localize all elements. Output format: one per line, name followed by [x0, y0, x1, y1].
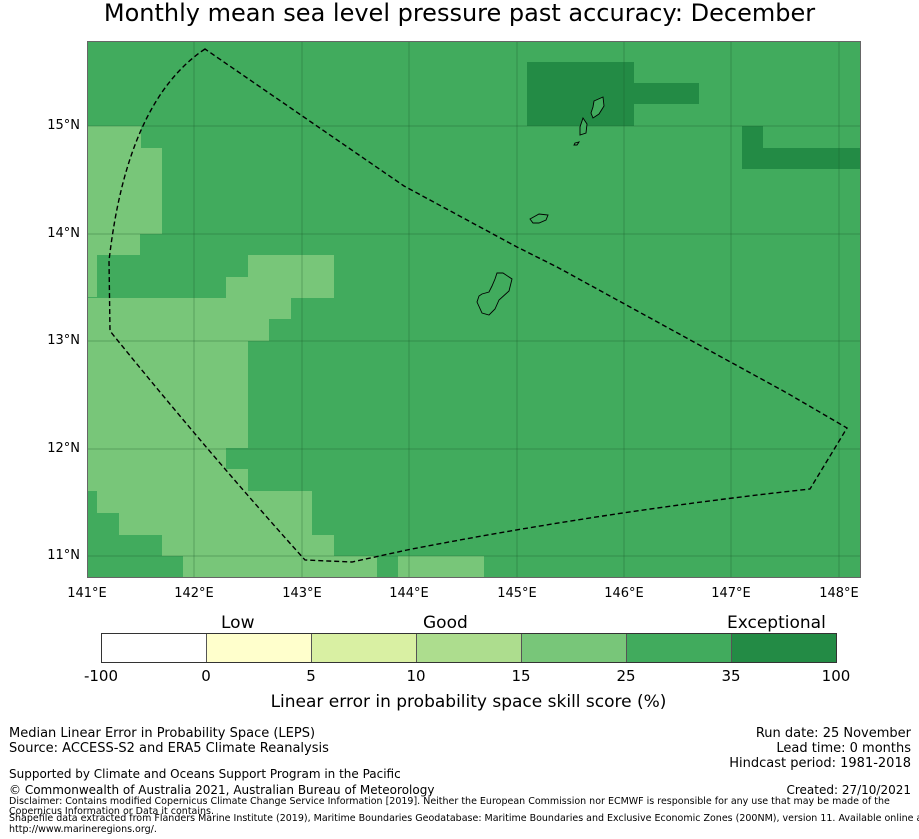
- lon-label-147: 147°E: [711, 586, 751, 601]
- lon-label-141: 141°E: [67, 586, 107, 601]
- map-frame: [87, 41, 861, 578]
- info-shapefile-1: Shapefile data extracted from Flanders M…: [9, 813, 919, 824]
- island-rota: [529, 213, 549, 224]
- skill-area-exceptional: [527, 62, 861, 169]
- info-support: Supported by Climate and Oceans Support …: [9, 767, 401, 781]
- colorbar-segment: [732, 634, 836, 662]
- colorbar-segment: [417, 634, 522, 662]
- info-shapefile-2: http://www.marineregions.org/.: [9, 824, 157, 835]
- chart-title: Monthly mean sea level pressure past acc…: [103, 0, 816, 27]
- category-exceptional: Exceptional: [727, 613, 826, 633]
- colorbar-tick: 5: [306, 667, 316, 685]
- colorbar-tick: -100: [83, 667, 119, 685]
- colorbar-segment: [522, 634, 627, 662]
- islands: [476, 96, 605, 316]
- info-method: Median Linear Error in Probability Space…: [9, 726, 316, 741]
- colorbar: [101, 633, 837, 663]
- info-hindcast: Hindcast period: 1981-2018: [729, 756, 911, 771]
- colorbar-tick: 25: [616, 667, 636, 685]
- info-disclaimer-2: Copernicus Information or Data it contai…: [9, 806, 215, 817]
- lat-label-13: 13°N: [47, 333, 80, 348]
- colorbar-segment: [627, 634, 732, 662]
- island-tinian: [579, 116, 588, 136]
- colorbar-tick: 15: [511, 667, 531, 685]
- lat-label-14: 14°N: [47, 226, 80, 241]
- info-run-date: Run date: 25 November: [755, 726, 911, 741]
- skill-area-good: [87, 126, 484, 578]
- lat-label-11: 11°N: [47, 548, 80, 563]
- lon-label-148: 148°E: [819, 586, 859, 601]
- category-good: Good: [423, 613, 468, 633]
- info-created: Created: 27/10/2021: [786, 783, 911, 797]
- info-disclaimer-1: Disclaimer: Contains modified Copernicus…: [9, 796, 890, 807]
- eez-boundary: [108, 48, 848, 563]
- lon-label-143: 143°E: [282, 586, 322, 601]
- island-guam: [476, 272, 513, 316]
- colorbar-tick: 0: [201, 667, 211, 685]
- info-copyright: © Commonwealth of Australia 2021, Austra…: [9, 783, 435, 797]
- lat-label-12: 12°N: [47, 441, 80, 456]
- colorbar-tick: 35: [721, 667, 741, 685]
- colorbar-segment: [102, 634, 207, 662]
- category-low: Low: [221, 613, 255, 633]
- colorbar-tick: 10: [406, 667, 426, 685]
- lon-label-146: 146°E: [604, 586, 644, 601]
- info-source: Source: ACCESS-S2 and ERA5 Climate Reana…: [9, 741, 329, 756]
- island-aguijan: [573, 141, 581, 146]
- skill-map: [87, 41, 861, 578]
- lon-label-142: 142°E: [174, 586, 214, 601]
- lon-label-145: 145°E: [497, 586, 537, 601]
- colorbar-label: Linear error in probability space skill …: [270, 692, 667, 712]
- lat-label-15: 15°N: [47, 118, 80, 133]
- lon-label-144: 144°E: [389, 586, 429, 601]
- island-saipan: [590, 96, 605, 119]
- gridlines: [87, 41, 861, 578]
- info-lead-time: Lead time: 0 months: [776, 741, 911, 756]
- colorbar-segment: [312, 634, 417, 662]
- colorbar-tick: 100: [821, 667, 851, 685]
- colorbar-segment: [207, 634, 312, 662]
